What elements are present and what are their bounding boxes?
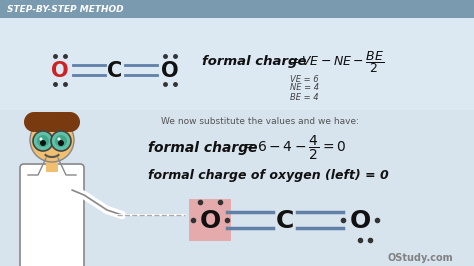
Text: O: O [200,209,220,233]
Text: O: O [349,209,371,233]
Text: NE = 4: NE = 4 [290,84,319,93]
Circle shape [55,135,67,147]
Circle shape [47,112,67,132]
Text: STEP-BY-STEP METHOD: STEP-BY-STEP METHOD [7,6,124,15]
Circle shape [30,112,51,132]
Text: O: O [51,61,69,81]
Circle shape [40,112,60,132]
Text: VE = 6: VE = 6 [290,74,319,84]
Text: formal charge: formal charge [202,56,307,69]
Circle shape [57,138,61,140]
FancyBboxPatch shape [46,158,58,172]
Circle shape [33,131,53,151]
Circle shape [40,140,46,146]
Text: formal charge: formal charge [148,141,257,155]
Text: formal charge of oxygen (left) = 0: formal charge of oxygen (left) = 0 [148,168,389,181]
Text: BE = 4: BE = 4 [290,93,319,102]
FancyBboxPatch shape [0,18,474,266]
Circle shape [44,112,64,132]
Circle shape [50,112,70,132]
Circle shape [58,140,64,146]
Circle shape [54,112,73,132]
Circle shape [37,135,49,147]
Circle shape [51,131,71,151]
Text: We now substitute the values and we have:: We now substitute the values and we have… [161,118,359,127]
Text: $= 6 - 4 - \dfrac{4}{2} = 0$: $= 6 - 4 - \dfrac{4}{2} = 0$ [240,134,346,162]
Circle shape [27,112,47,132]
FancyBboxPatch shape [20,164,84,266]
Text: O: O [161,61,179,81]
Text: $= VE - NE - \dfrac{BE}{2}$: $= VE - NE - \dfrac{BE}{2}$ [286,49,384,75]
Text: OStudy.com: OStudy.com [388,253,454,263]
Circle shape [24,112,44,132]
Text: C: C [276,209,294,233]
Circle shape [30,118,74,162]
FancyBboxPatch shape [0,0,474,18]
Circle shape [37,112,57,132]
Circle shape [60,112,80,132]
Text: C: C [108,61,123,81]
FancyBboxPatch shape [0,110,474,266]
Circle shape [34,112,54,132]
FancyBboxPatch shape [189,199,231,241]
Circle shape [39,138,43,140]
Circle shape [57,112,77,132]
